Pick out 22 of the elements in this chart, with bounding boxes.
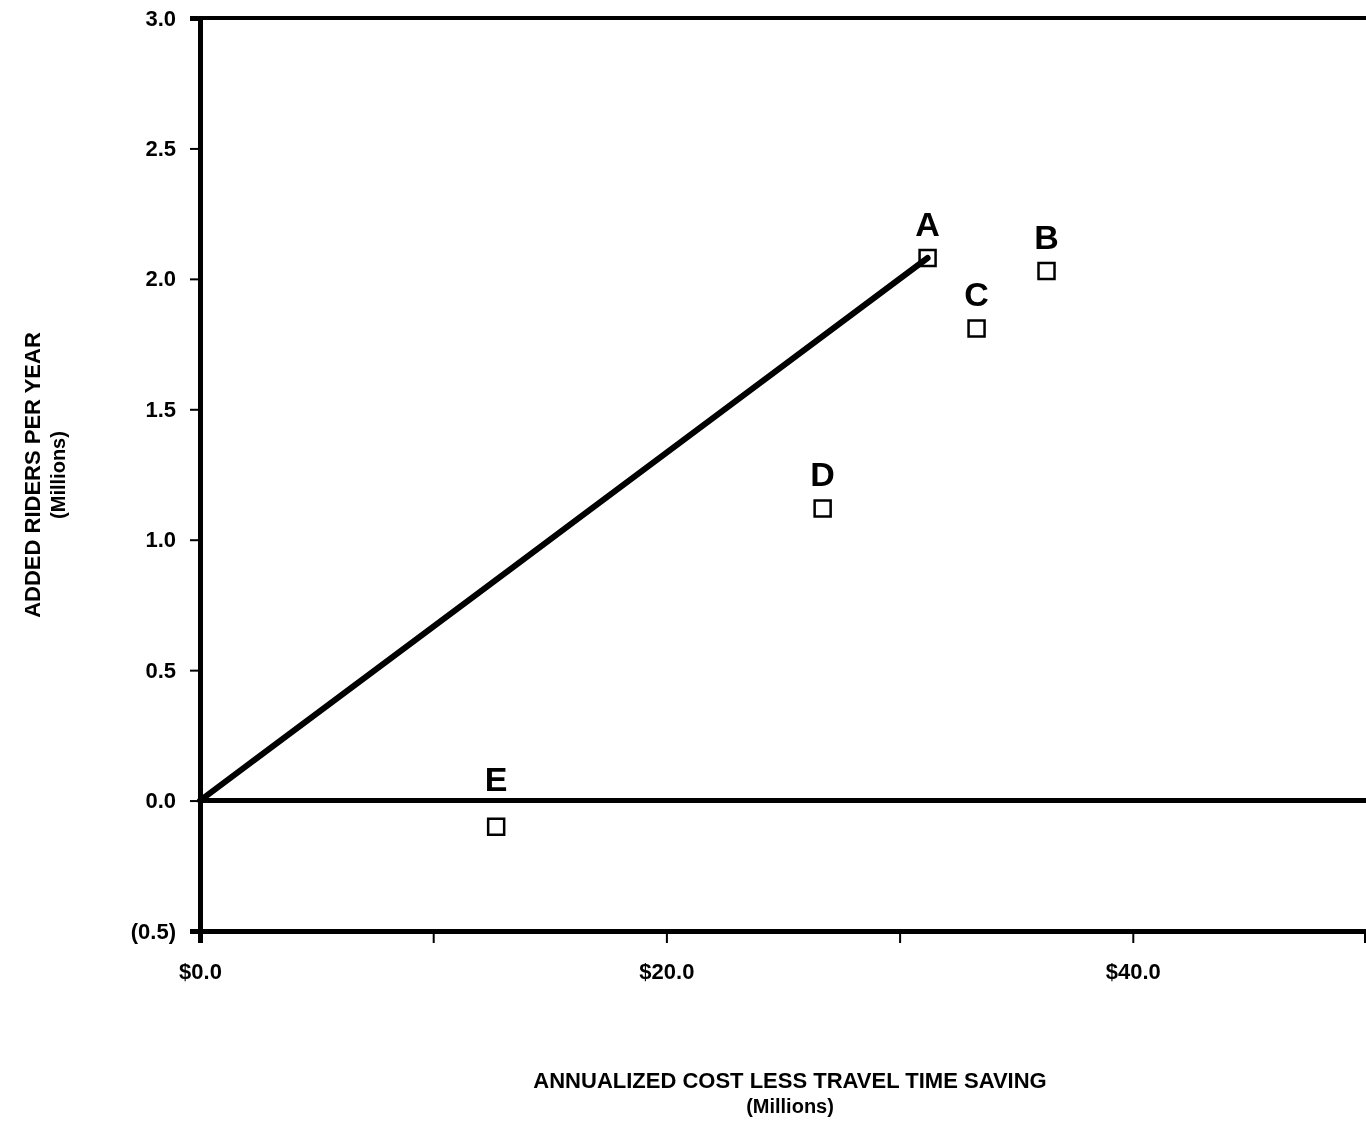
point bbox=[486, 817, 506, 836]
point bbox=[967, 319, 986, 338]
annotation: C bbox=[964, 275, 989, 314]
y-tick-label: 2.5 bbox=[145, 135, 176, 161]
annotation: A bbox=[915, 204, 940, 243]
y-tick-label: 0.5 bbox=[145, 657, 176, 683]
y-axis-title: ADDED RIDERS PER YEAR (Millions) bbox=[20, 332, 69, 618]
point bbox=[1037, 261, 1056, 281]
x-axis-title: ANNUALIZED COST LESS TRAVEL TIME SAVING (Millions) bbox=[533, 1068, 1047, 1117]
x-tick-label: $20.0 bbox=[639, 958, 695, 984]
y-tick-label: (0.5) bbox=[130, 918, 176, 944]
annotation: D bbox=[810, 455, 835, 494]
y-tick-label: 1.5 bbox=[145, 396, 176, 422]
y-tick-label: 3.0 bbox=[145, 5, 176, 31]
y-tick-label: 0.0 bbox=[145, 788, 176, 814]
x-tick-label: $0.0 bbox=[179, 958, 222, 984]
y-tick-label: 2.0 bbox=[145, 266, 176, 292]
y-tick-label: 1.0 bbox=[145, 527, 176, 553]
point bbox=[813, 499, 832, 518]
annotation: B bbox=[1034, 218, 1059, 257]
annotation: E bbox=[484, 759, 508, 798]
x-tick-label: $40.0 bbox=[1105, 958, 1161, 984]
